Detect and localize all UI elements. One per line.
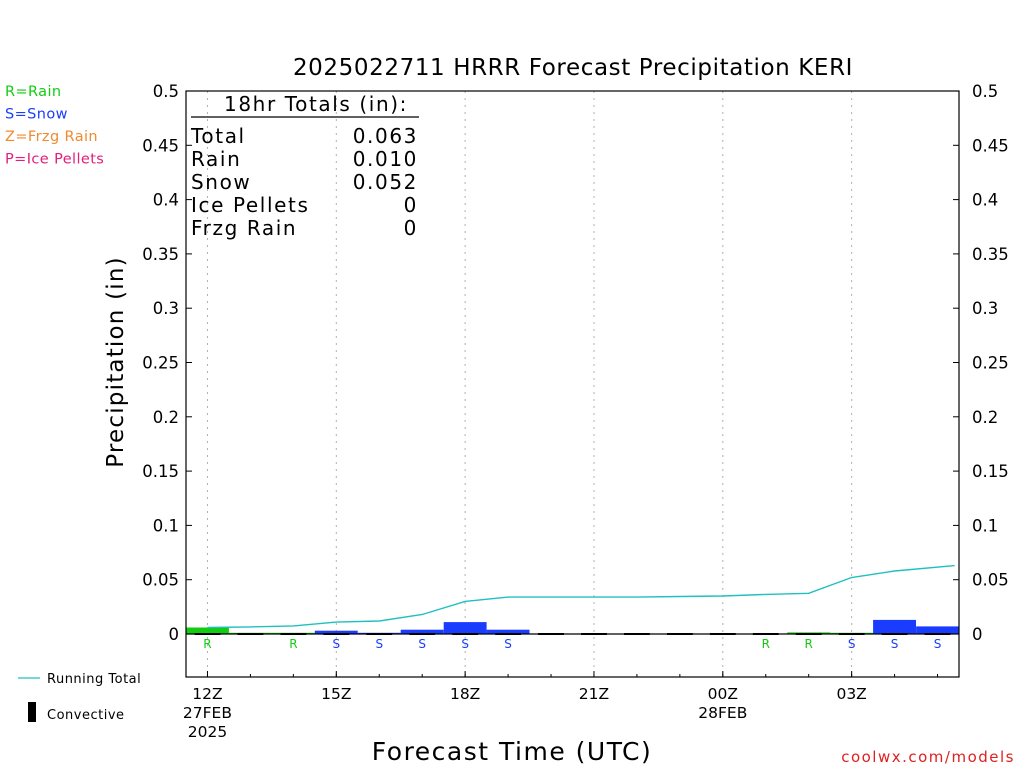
y-tick-label: 0.15: [142, 462, 179, 481]
legend-item: Z=Frzg Rain: [5, 129, 98, 145]
type-marker: S: [934, 637, 942, 651]
y-tick-label-right: 0.4: [972, 191, 998, 210]
legend-item: P=Ice Pellets: [5, 152, 104, 168]
precip-bar: [314, 630, 358, 634]
y-axis-label: Precipitation (in): [103, 256, 129, 468]
precip-bar: [486, 629, 530, 634]
x-tick-label: 2025: [188, 723, 227, 741]
x-tick-label: 27FEB: [183, 704, 232, 722]
y-tick-label: 0: [169, 625, 180, 644]
y-tick-label: 0.25: [142, 354, 179, 373]
type-marker: R: [289, 637, 297, 651]
totals-label: Frzg Rain: [191, 216, 297, 240]
grid-lines: [206, 91, 853, 677]
totals-label: Rain: [191, 147, 241, 171]
y-tick-label-right: 0.15: [972, 462, 1009, 481]
bar-series: [186, 619, 959, 635]
legend-item: S=Snow: [5, 107, 68, 123]
type-marker: S: [375, 637, 383, 651]
y-tick-label-right: 0.05: [972, 571, 1009, 590]
precip-bar: [400, 629, 444, 634]
y-tick-label: 0.45: [142, 136, 179, 155]
precip-type-legend: R=Rain S=Snow Z=Frzg Rain P=Ice Pellets: [5, 84, 104, 168]
y-tick-label-right: 0.35: [972, 245, 1009, 264]
totals-label: Snow: [191, 170, 251, 194]
footer-credit: coolwx.com/models: [841, 748, 1015, 766]
y-axis-right: 0 0.05 0.1 0.15 0.2 0.25 0.3 0.35 0.4 0.45 0.5: [953, 82, 1009, 644]
convective-swatch: [28, 702, 36, 722]
x-tick-label: 00Z: [708, 685, 738, 703]
y-tick-label-right: 0.3: [972, 299, 998, 318]
legend-item: R=Rain: [5, 84, 62, 100]
type-marker: S: [891, 637, 899, 651]
type-marker: R: [805, 637, 813, 651]
y-axis-left: 0 0.05 0.1 0.15 0.2 0.25 0.3 0.35 0.4 0.45 0.5: [142, 82, 192, 644]
type-marker: S: [848, 637, 856, 651]
type-marker: S: [332, 637, 340, 651]
y-tick-label-right: 0.1: [972, 516, 998, 535]
plot-frame: [185, 90, 960, 678]
x-tick-label: 03Z: [836, 685, 866, 703]
totals-label: Total: [190, 124, 246, 148]
totals-value: 0.052: [353, 170, 418, 194]
type-marker: S: [418, 637, 426, 651]
totals-box: 18hr Totals (in): Total 0.063 Rain 0.010 Snow…: [190, 92, 419, 240]
type-marker: R: [203, 637, 211, 651]
precip-bar: [916, 626, 959, 634]
y-tick-label: 0.35: [142, 245, 179, 264]
y-tick-label-right: 0.45: [972, 136, 1009, 155]
precip-bar: [443, 622, 487, 634]
type-marker: S: [461, 637, 469, 651]
totals-value: 0: [404, 193, 418, 217]
x-tick-label: 12Z: [192, 685, 222, 703]
chart-title: 2025022711 HRRR Forecast Precipitation K…: [293, 55, 853, 81]
x-tick-label: 15Z: [321, 685, 351, 703]
y-tick-label-right: 0.5: [972, 82, 998, 101]
y-tick-label: 0.1: [153, 516, 179, 535]
totals-value: 0: [404, 216, 418, 240]
x-tick-label: 28FEB: [698, 704, 747, 722]
x-tick-label: 21Z: [579, 685, 609, 703]
precip-bar: [186, 627, 229, 634]
type-marker: S: [504, 637, 512, 651]
convective-label: Convective: [47, 708, 125, 723]
y-tick-label: 0.5: [153, 82, 179, 101]
totals-label: Ice Pellets: [191, 193, 310, 217]
x-axis-label: Forecast Time (UTC): [372, 737, 652, 766]
totals-header: 18hr Totals (in):: [224, 92, 408, 116]
y-tick-label: 0.05: [142, 571, 179, 590]
totals-value: 0.063: [353, 124, 418, 148]
y-tick-label: 0.3: [153, 299, 179, 318]
y-tick-label-right: 0: [972, 625, 983, 644]
y-tick-label: 0.2: [153, 408, 179, 427]
line-legend: Running Total Convective: [18, 672, 141, 723]
y-tick-label-right: 0.25: [972, 354, 1009, 373]
y-tick-label: 0.4: [153, 191, 179, 210]
totals-value: 0.010: [353, 147, 418, 171]
precip-bar: [873, 619, 916, 634]
x-tick-label: 18Z: [450, 685, 480, 703]
type-marker: R: [762, 637, 770, 651]
y-tick-label-right: 0.2: [972, 408, 998, 427]
running-total-line: [207, 564, 955, 629]
running-total-label: Running Total: [47, 672, 141, 687]
